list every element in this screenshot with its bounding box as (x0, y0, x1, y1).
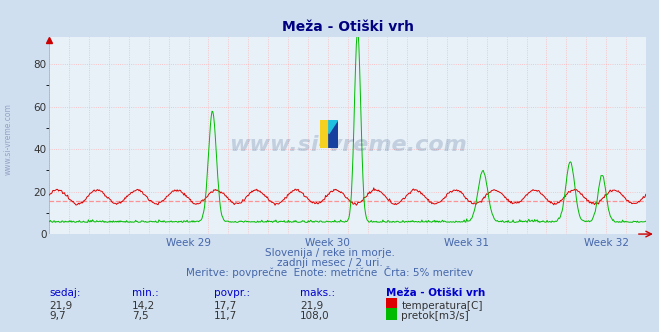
Text: pretok[m3/s]: pretok[m3/s] (401, 311, 469, 321)
Text: 14,2: 14,2 (132, 301, 155, 311)
Text: sedaj:: sedaj: (49, 288, 81, 298)
Text: zadnji mesec / 2 uri.: zadnji mesec / 2 uri. (277, 258, 382, 268)
Text: 21,9: 21,9 (49, 301, 72, 311)
Text: 7,5: 7,5 (132, 311, 148, 321)
Text: www.si-vreme.com: www.si-vreme.com (229, 135, 467, 155)
Text: 11,7: 11,7 (214, 311, 237, 321)
Title: Meža - Otiški vrh: Meža - Otiški vrh (281, 20, 414, 34)
Text: 21,9: 21,9 (300, 301, 323, 311)
Text: maks.:: maks.: (300, 288, 335, 298)
Bar (320, 120, 329, 148)
Text: Meritve: povprečne  Enote: metrične  Črta: 5% meritev: Meritve: povprečne Enote: metrične Črta:… (186, 266, 473, 278)
Text: Slovenija / reke in morje.: Slovenija / reke in morje. (264, 248, 395, 258)
Text: Meža - Otiški vrh: Meža - Otiški vrh (386, 288, 485, 298)
Text: www.si-vreme.com: www.si-vreme.com (4, 104, 13, 175)
Text: min.:: min.: (132, 288, 159, 298)
Polygon shape (329, 120, 338, 148)
Text: temperatura[C]: temperatura[C] (401, 301, 483, 311)
Text: 9,7: 9,7 (49, 311, 66, 321)
Polygon shape (329, 120, 338, 133)
Text: 17,7: 17,7 (214, 301, 237, 311)
Text: povpr.:: povpr.: (214, 288, 250, 298)
Text: 108,0: 108,0 (300, 311, 330, 321)
